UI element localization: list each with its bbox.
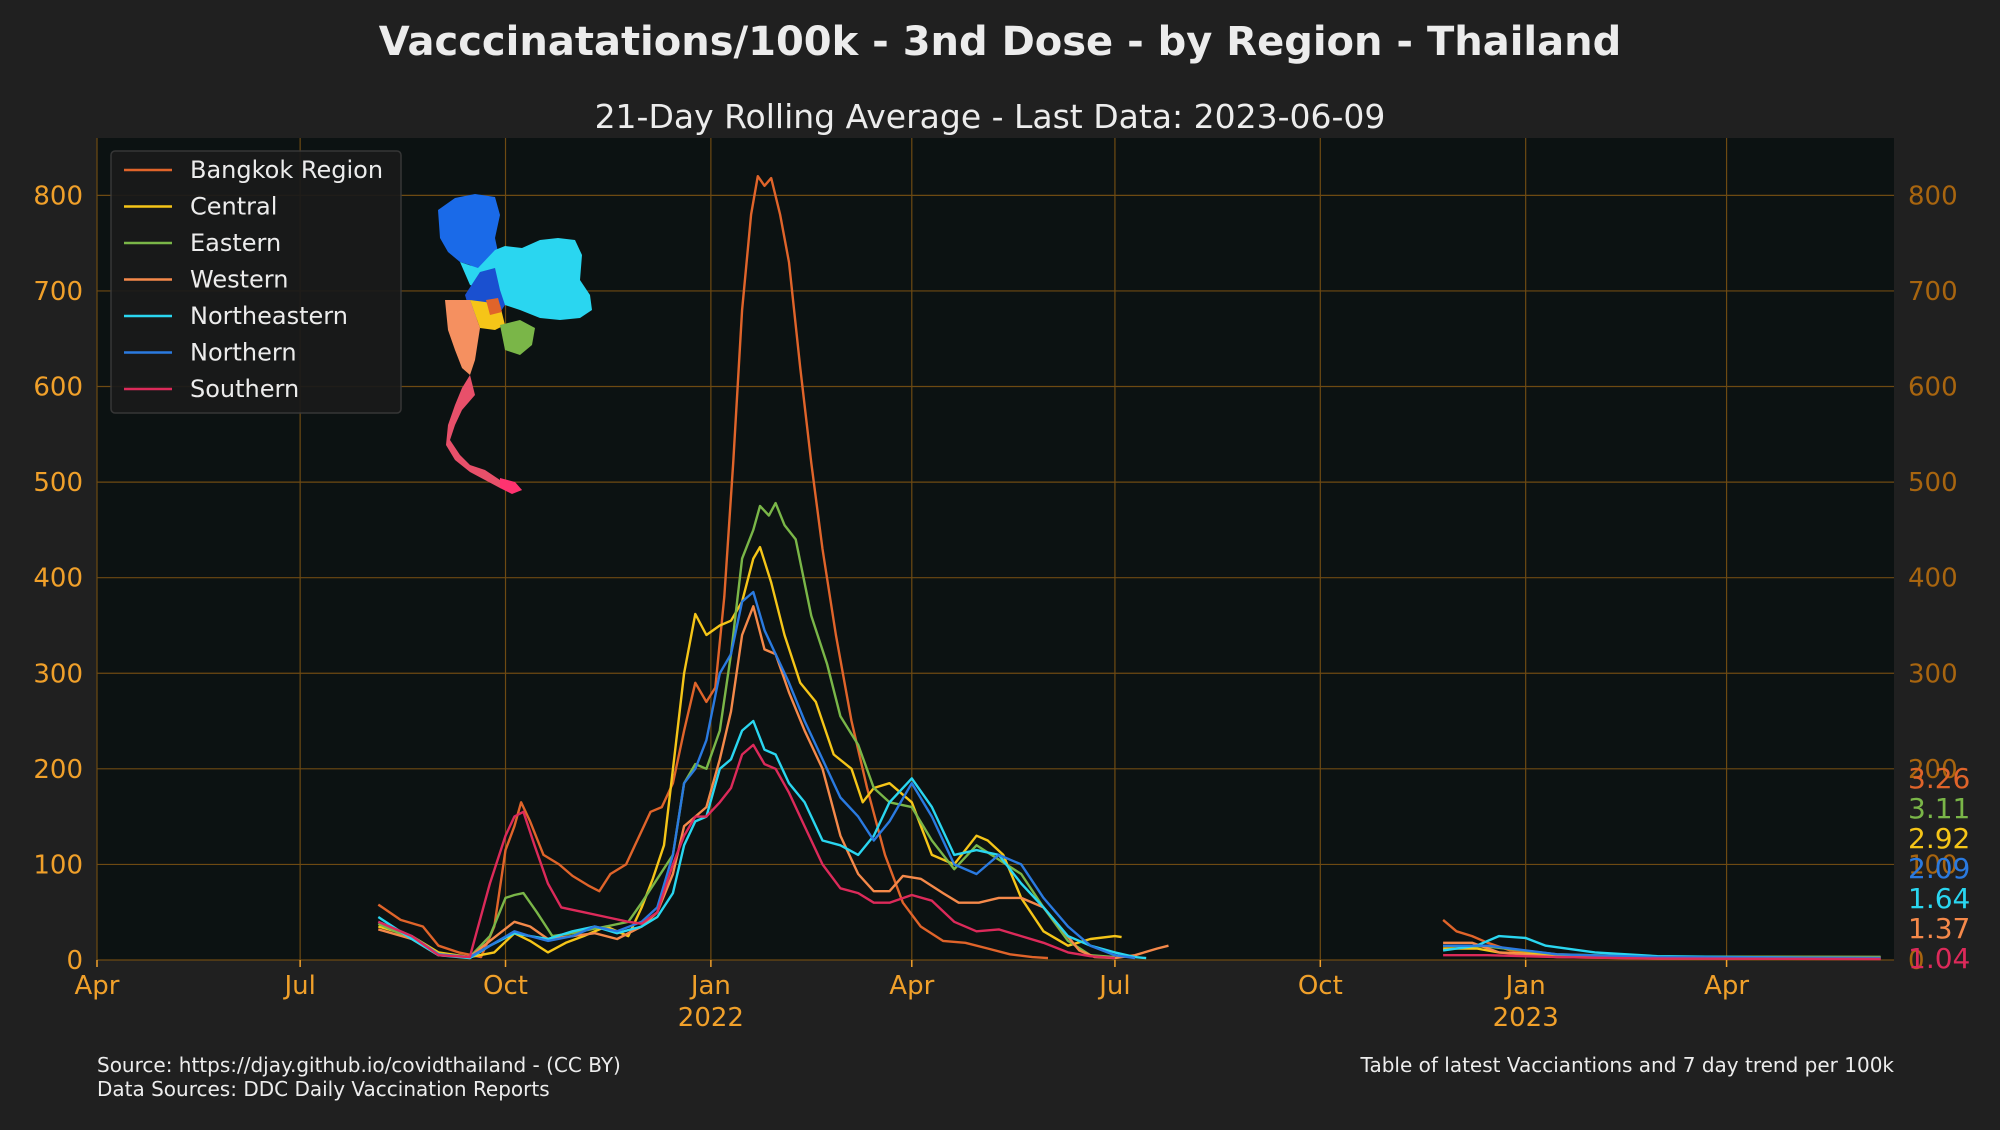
- x-tick-label: Apr: [75, 971, 120, 1001]
- thailand-region-map-icon: [438, 194, 592, 494]
- y-right-tick-label: 0: [1908, 946, 1925, 976]
- x-tick-label: Oct: [1298, 971, 1343, 1001]
- source-line-2: Data Sources: DDC Daily Vaccination Repo…: [97, 1077, 550, 1101]
- end-label: 2.09: [1908, 852, 1970, 885]
- x-tick-label: Oct: [483, 971, 528, 1001]
- y-tick-label: 500: [33, 468, 83, 498]
- y-tick-label: 700: [33, 277, 83, 307]
- y-tick-label: 0: [66, 946, 83, 976]
- x-tick-label: Jul: [1097, 971, 1130, 1001]
- table-note: Table of latest Vacciantions and 7 day t…: [1360, 1053, 1895, 1077]
- x-tick-label: Apr: [889, 971, 934, 1001]
- series-line-eastern: [377, 501, 1115, 959]
- y-right-tick-label: 500: [1908, 468, 1958, 498]
- y-right-tick-label: 400: [1908, 564, 1958, 594]
- source-line-1: Source: https://djay.github.io/covidthai…: [97, 1053, 621, 1077]
- series-line-northern: [1443, 944, 1881, 960]
- series-line-southern: [1443, 954, 1881, 961]
- y-axis-left: 0 100 200 300 400 500 600 700 800: [33, 181, 83, 976]
- x-tick-year: 2023: [1493, 1003, 1559, 1033]
- x-tick-label: Jan: [1504, 971, 1546, 1001]
- y-axis-right: 0 100 200 300 400 500 600 700 800: [1908, 181, 1958, 976]
- y-tick-label: 300: [33, 659, 83, 689]
- chart-subtitle: 21-Day Rolling Average - Last Data: 2023…: [595, 97, 1386, 136]
- legend-label: Northern: [190, 339, 297, 367]
- legend-label: Bangkok Region: [190, 156, 383, 184]
- x-tick-label: Apr: [1704, 971, 1749, 1001]
- end-label: 1.37: [1908, 912, 1970, 945]
- series-line-northern: [377, 590, 1136, 960]
- x-tick-label: Jan: [689, 971, 731, 1001]
- x-tick-year: 2022: [678, 1003, 744, 1033]
- y-right-tick-label: 600: [1908, 373, 1958, 403]
- chart-title: Vacccinatations/100k - 3nd Dose - by Reg…: [379, 19, 1621, 65]
- y-right-tick-label: 300: [1908, 659, 1958, 689]
- y-right-tick-label: 100: [1908, 850, 1958, 880]
- series-line-southern: [377, 743, 1115, 960]
- legend-label: Northeastern: [190, 302, 348, 330]
- series-lines: [377, 175, 1881, 961]
- series-line-central: [377, 545, 1122, 959]
- series-line-northeastern: [377, 719, 1147, 960]
- series-line-northeastern: [1442, 934, 1881, 960]
- end-label: 3.11: [1908, 792, 1970, 825]
- x-tick-label: Jul: [282, 971, 315, 1001]
- legend-label: Southern: [190, 375, 299, 403]
- grid: [96, 138, 1894, 961]
- legend-label: Western: [190, 266, 288, 294]
- y-right-tick-label: 700: [1908, 277, 1958, 307]
- y-tick-label: 100: [33, 850, 83, 880]
- end-label: 3.26: [1908, 762, 1970, 795]
- y-right-tick-label: 200: [1908, 755, 1958, 785]
- series-line-bangkok-region: [377, 175, 1049, 960]
- legend-label: Eastern: [190, 229, 281, 257]
- y-tick-label: 800: [33, 181, 83, 211]
- end-labels: 3.263.112.922.091.641.371.04: [1908, 762, 1970, 975]
- y-tick-label: 400: [33, 564, 83, 594]
- end-label: 1.04: [1908, 942, 1970, 975]
- legend-label: Central: [190, 193, 277, 221]
- y-tick-label: 600: [33, 373, 83, 403]
- y-right-tick-label: 800: [1908, 181, 1958, 211]
- end-label: 2.92: [1908, 822, 1970, 855]
- y-tick-label: 200: [33, 755, 83, 785]
- legend: Bangkok Region Central Eastern Western North…: [110, 150, 402, 414]
- end-label: 1.64: [1908, 882, 1970, 915]
